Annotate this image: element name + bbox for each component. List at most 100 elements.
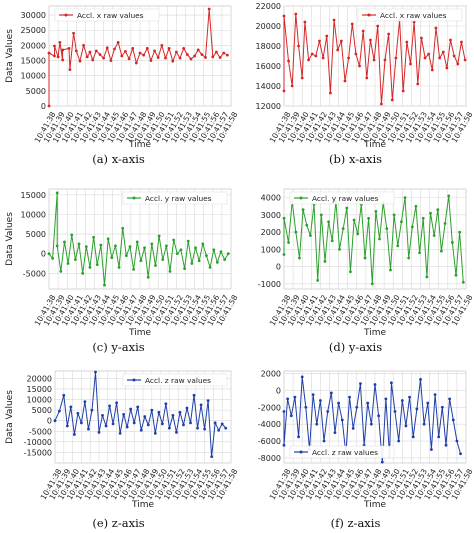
data-point	[379, 102, 383, 106]
data-point	[460, 40, 463, 44]
data-point	[449, 38, 452, 42]
data-point	[217, 428, 221, 432]
y-tick-label: -8000	[258, 454, 281, 463]
data-point	[80, 421, 83, 425]
data-point	[67, 47, 71, 50]
y-tick-label: -1000	[258, 280, 281, 289]
data-point	[88, 50, 92, 54]
data-point	[416, 82, 420, 86]
data-point	[333, 431, 337, 435]
data-point	[47, 252, 51, 256]
data-point	[145, 47, 149, 50]
data-point	[83, 400, 87, 404]
data-point	[61, 48, 65, 52]
chart-panel-a: 10:41:3810:41:3910:41:4010:41:4110:41:42…	[5, 5, 240, 150]
legend-marker	[132, 378, 136, 382]
data-point	[92, 235, 95, 239]
data-point	[436, 208, 440, 212]
y-tick-label: 0	[276, 386, 281, 395]
data-point	[329, 391, 333, 395]
data-point	[376, 24, 380, 28]
data-point	[463, 58, 467, 62]
data-point	[78, 59, 82, 63]
data-point	[225, 53, 229, 57]
data-point	[369, 38, 372, 42]
data-point	[164, 402, 168, 406]
legend-box	[289, 445, 395, 459]
data-point	[325, 34, 329, 38]
data-point	[433, 393, 437, 397]
data-point	[207, 7, 211, 11]
data-point	[168, 269, 172, 273]
data-point	[348, 395, 351, 399]
x-axis-label: Time	[128, 328, 151, 338]
data-point	[98, 53, 102, 56]
y-tick-label: 2000	[261, 228, 281, 237]
data-point	[330, 239, 334, 243]
data-point	[132, 267, 136, 271]
x-axis-label: Time	[363, 328, 386, 338]
legend-label: Accl. y raw values	[145, 194, 212, 203]
y-tick-label: 16000	[256, 62, 281, 71]
data-point	[139, 428, 143, 432]
data-point	[300, 76, 304, 80]
data-point	[220, 422, 224, 426]
data-point	[287, 241, 290, 244]
legend-box	[54, 8, 160, 22]
data-point	[211, 55, 215, 59]
chart-panel-f: 10:41:3810:41:3910:41:4010:41:4110:41:42…	[258, 370, 474, 510]
legend-label: Accl. x raw values	[77, 11, 144, 20]
series-line	[283, 13, 466, 105]
y-tick-label: 18000	[256, 42, 281, 51]
data-point	[175, 50, 178, 54]
y-tick-label: 0	[41, 250, 46, 259]
data-point	[282, 89, 286, 93]
data-point	[332, 18, 336, 22]
data-point	[447, 194, 451, 198]
data-point	[72, 433, 76, 436]
y-tick-label: 10000	[21, 210, 46, 219]
data-point	[201, 242, 205, 246]
data-point	[349, 270, 352, 274]
data-point	[308, 234, 312, 237]
data-point	[287, 59, 290, 63]
data-point	[150, 408, 154, 412]
data-point	[351, 426, 355, 430]
data-point	[389, 381, 393, 385]
legend-label: Accl. z raw values	[145, 376, 211, 385]
data-point	[47, 104, 51, 108]
data-point	[444, 443, 448, 447]
data-point	[440, 405, 444, 409]
data-point	[138, 51, 142, 55]
data-point	[101, 414, 104, 417]
data-point	[186, 239, 190, 243]
data-point	[142, 53, 146, 57]
data-point	[204, 56, 207, 59]
data-point	[124, 254, 128, 258]
data-point	[409, 62, 412, 66]
legend-marker	[367, 13, 371, 17]
data-point	[454, 273, 458, 277]
y-tick-label: -15000	[24, 448, 52, 457]
data-point	[120, 54, 124, 58]
data-point	[183, 267, 186, 271]
data-point	[115, 401, 118, 405]
data-point	[426, 401, 430, 405]
data-point	[51, 257, 55, 260]
data-point	[179, 248, 183, 252]
data-point	[289, 414, 293, 418]
data-point	[73, 258, 77, 261]
legend-marker	[299, 196, 303, 200]
data-point	[387, 32, 391, 36]
data-point	[298, 256, 301, 260]
data-point	[134, 61, 138, 65]
legend-marker	[299, 450, 303, 454]
data-point	[168, 426, 171, 430]
y-tick-label: 12000	[256, 102, 281, 111]
data-point	[301, 208, 305, 212]
data-point	[377, 414, 381, 418]
chart-panel-b: 10:41:3810:41:3910:41:4010:41:4110:41:42…	[256, 2, 474, 150]
caption-a: (a) x-axis	[92, 152, 145, 166]
data-point	[343, 79, 347, 83]
data-point	[405, 40, 409, 44]
